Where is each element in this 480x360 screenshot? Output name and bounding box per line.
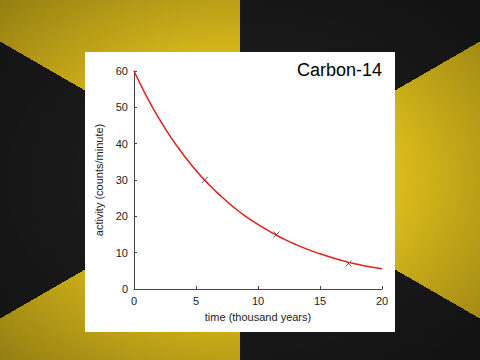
svg-text:40: 40 — [116, 138, 128, 150]
svg-text:5: 5 — [193, 295, 199, 307]
svg-text:20: 20 — [116, 210, 128, 222]
svg-text:Carbon-14: Carbon-14 — [297, 60, 382, 80]
svg-text:60: 60 — [116, 65, 128, 77]
svg-text:time (thousand years): time (thousand years) — [205, 311, 311, 323]
svg-text:0: 0 — [122, 283, 128, 295]
svg-text:activity (counts/minute): activity (counts/minute) — [93, 124, 105, 236]
svg-text:20: 20 — [376, 295, 388, 307]
svg-text:30: 30 — [116, 174, 128, 186]
svg-text:0: 0 — [131, 295, 137, 307]
svg-text:10: 10 — [252, 295, 264, 307]
svg-text:50: 50 — [116, 101, 128, 113]
svg-text:10: 10 — [116, 247, 128, 259]
svg-text:15: 15 — [314, 295, 326, 307]
